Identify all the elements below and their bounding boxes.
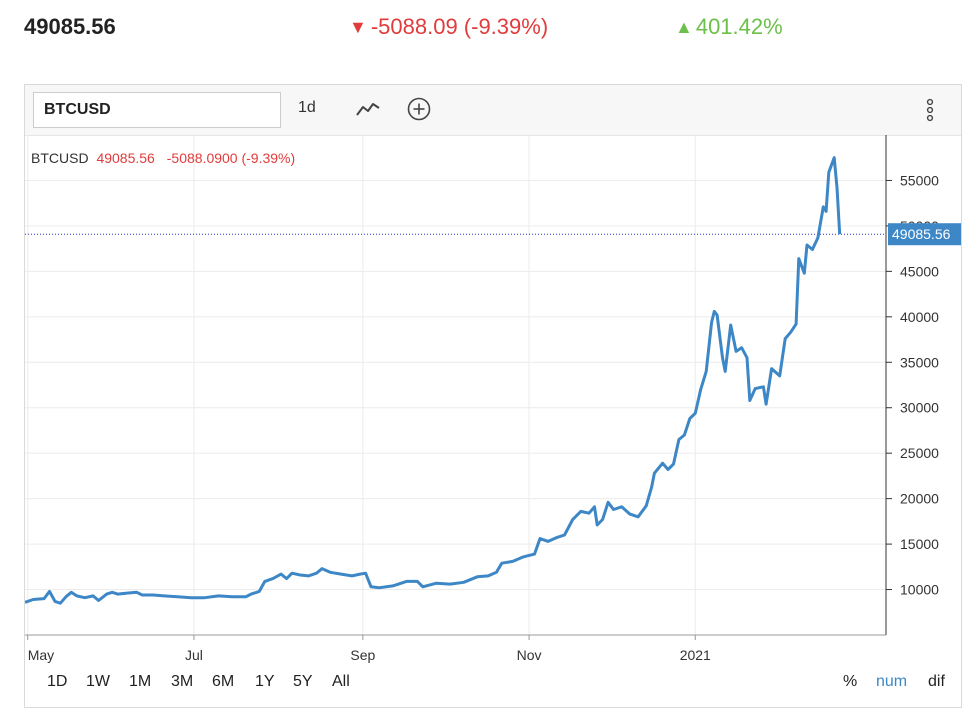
- range-button-1m[interactable]: 1M: [129, 673, 152, 690]
- chart-legend: BTCUSD 49085.56 -5088.0900 (-9.39%): [31, 150, 295, 166]
- range-selector: 1D 1W 1M 3M 6M 1Y 5Y All% num dif: [25, 673, 961, 699]
- y-tick-label: 10000: [900, 582, 939, 598]
- y-tick-label: 35000: [900, 354, 939, 370]
- range-button-6m[interactable]: 6M: [212, 673, 235, 690]
- price-chart[interactable]: 10000 15000 20000 25000 30000 35000 40000 45000…: [25, 85, 961, 675]
- header-performance-value: 401.42%: [695, 14, 783, 39]
- x-tick-label: Sep: [350, 647, 375, 663]
- mode-button-num[interactable]: num: [876, 673, 908, 690]
- triangle-up-icon: ▲: [675, 17, 693, 37]
- symbol-input[interactable]: [33, 92, 281, 128]
- y-tick-label: 45000: [900, 263, 939, 279]
- add-indicator-icon[interactable]: [407, 97, 431, 121]
- series-line: [25, 156, 842, 605]
- range-button-5y[interactable]: 5Y: [293, 673, 313, 690]
- y-tick-label: 20000: [900, 491, 939, 507]
- y-tick-label: 55000: [900, 172, 939, 188]
- header-change-value: -5088.09 (-9.39%): [370, 14, 549, 39]
- header-change: ▼ -5088.09 (-9.39%): [349, 14, 548, 40]
- x-tick-label: Jul: [185, 647, 203, 663]
- price-series: [25, 156, 842, 605]
- range-button-1w[interactable]: 1W: [86, 673, 110, 690]
- current-price-label: 49085.56: [892, 226, 951, 242]
- more-vertical-icon[interactable]: [918, 97, 942, 123]
- range-button-3m[interactable]: 3M: [171, 673, 194, 690]
- current-price-tag: 49085.56: [888, 223, 961, 246]
- header-price: 49085.56: [24, 14, 116, 39]
- y-tick-label: 40000: [900, 309, 939, 325]
- x-tick-label: Nov: [517, 647, 542, 663]
- interval-button[interactable]: 1d: [298, 99, 316, 116]
- y-tick-label: 30000: [900, 400, 939, 416]
- mode-button-percent[interactable]: %: [843, 673, 858, 690]
- time-axis: May Jul Sep Nov 2021: [25, 634, 886, 663]
- x-tick-label: May: [28, 647, 54, 663]
- triangle-down-icon: ▼: [349, 17, 367, 37]
- chart-toolbar: 1d: [25, 85, 961, 136]
- x-tick-label: 2021: [680, 647, 711, 663]
- legend-change: -5088.0900 (-9.39%): [167, 150, 295, 166]
- grid-lines: [25, 135, 886, 635]
- range-button-1y[interactable]: 1Y: [255, 673, 275, 690]
- legend-symbol: BTCUSD: [31, 150, 89, 166]
- price-axis: 10000 15000 20000 25000 30000 35000 40000 45000…: [885, 135, 939, 635]
- chart-widget: 1d 10000 15000 20000 25000 30000 35000 40000 45…: [24, 84, 962, 708]
- header-performance: ▲ 401.42%: [675, 14, 783, 40]
- y-tick-label: 25000: [900, 445, 939, 461]
- y-tick-label: 15000: [900, 536, 939, 552]
- range-button-all[interactable]: All: [332, 673, 350, 690]
- mode-button-dif[interactable]: dif: [928, 673, 945, 690]
- range-button-1d[interactable]: 1D: [47, 673, 68, 690]
- legend-price: 49085.56: [96, 150, 155, 166]
- line-chart-icon[interactable]: [355, 99, 381, 119]
